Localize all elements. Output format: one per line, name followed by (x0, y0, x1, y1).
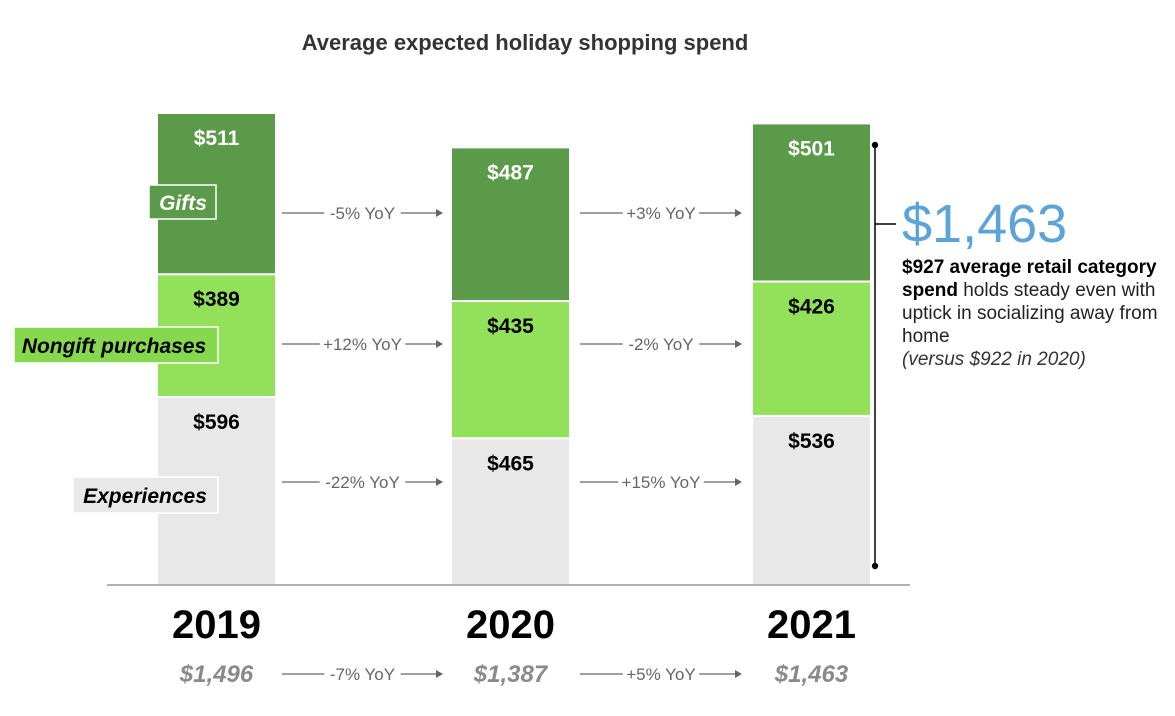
yoy-experiences-0-label: -22% YoY (325, 473, 400, 492)
bar-label-nongift-purchases-2019: $389 (193, 288, 240, 311)
bracket-bottom-dot (871, 562, 879, 570)
yoy-nongift-purchases-0-arrowhead (436, 340, 443, 348)
bracket-top-dot (871, 141, 879, 149)
annotation-note: (versus $922 in 2020) (902, 349, 1086, 370)
legend-label-gifts: Gifts (159, 192, 207, 215)
bar-label-experiences-2019: $596 (193, 411, 240, 434)
total-label-2019: $1,496 (179, 661, 254, 688)
legend-layer: Experiences Nongift purchases Gifts (13, 184, 219, 514)
year-label-2020: 2020 (466, 603, 555, 647)
yoy-gifts-0-label: -5% YoY (330, 204, 395, 223)
bar-gifts-2021 (751, 122, 872, 283)
yoy-experiences-1-arrowhead (735, 478, 742, 486)
yoy-experiences-1-label: +15% YoY (622, 473, 701, 492)
total-bracket: $1,463 (871, 141, 1067, 570)
legend-label-nongift-purchases: Nongift purchases (22, 335, 206, 358)
bar-gifts-2020 (450, 146, 571, 303)
legend-box-gifts (148, 184, 217, 220)
bar-label-gifts-2019: $511 (194, 127, 240, 150)
total-label-2020: $1,387 (473, 661, 549, 688)
bar-experiences-2020 (450, 437, 571, 586)
bar-experiences-2021 (751, 414, 872, 586)
yoy-total-0-label: -7% YoY (330, 665, 395, 684)
annotation-strong: $927 average retail category spend (902, 257, 1157, 301)
yoy-nongift-purchases-1-label: -2% YoY (628, 335, 693, 354)
bar-label-gifts-2021: $501 (788, 137, 835, 160)
bars-layer: $596 $389 $511 $465 $435 $487 $536 $426 $501 (156, 112, 872, 586)
bar-nongift-purchases-2020 (450, 300, 571, 440)
yoy-total-1-label: +5% YoY (626, 665, 696, 684)
bar-label-nongift-purchases-2021: $426 (788, 295, 835, 318)
big-total-value: $1,463 (902, 194, 1067, 254)
yoy-experiences-0-arrowhead (436, 478, 443, 486)
legend-box-experiences (72, 476, 219, 514)
total-label-2021: $1,463 (774, 661, 849, 688)
bar-label-gifts-2020: $487 (487, 161, 534, 184)
yoy-gifts-1-label: +3% YoY (626, 204, 696, 223)
bar-label-experiences-2021: $536 (788, 430, 835, 453)
years-layer: 2019 $1,496 2020 $1,387 2021 $1,463 (172, 603, 856, 688)
legend-label-experiences: Experiences (83, 485, 207, 508)
legend-box-nongift-purchases (13, 326, 219, 364)
year-label-2019: 2019 (172, 603, 261, 647)
yoy-nongift-purchases-0-label: +12% YoY (323, 335, 402, 354)
chart-title: Average expected holiday shopping spend (302, 30, 749, 55)
annotation-text: $927 average retail category spend holds… (902, 256, 1170, 371)
yoy-gifts-0-arrowhead (436, 209, 443, 217)
bar-label-nongift-purchases-2020: $435 (487, 315, 534, 338)
yoy-nongift-purchases-1-arrowhead (735, 340, 742, 348)
yoy-total-1-arrowhead (735, 670, 742, 678)
bar-nongift-purchases-2021 (751, 280, 872, 417)
bar-label-experiences-2020: $465 (487, 452, 534, 475)
year-label-2021: 2021 (767, 603, 856, 647)
yoy-gifts-1-arrowhead (735, 209, 742, 217)
annotation-body: holds steady even with uptick in sociali… (902, 280, 1158, 347)
yoy-total-0-arrowhead (436, 670, 443, 678)
yoy-layer: -22% YoY +15% YoY +12% YoY -2% YoY -5% YoY +3… (282, 204, 742, 684)
